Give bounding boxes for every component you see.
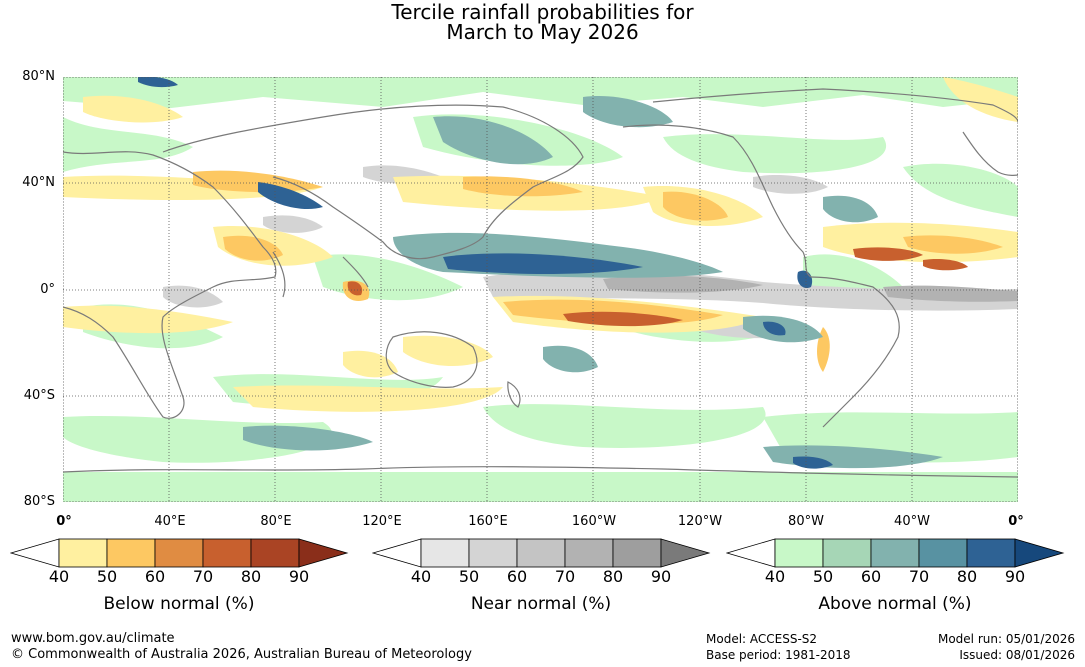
legend-near-tick-60: 60 <box>506 567 528 586</box>
legend-above-tick-90: 90 <box>1004 567 1026 586</box>
lon-label-80w: 80°W <box>788 514 824 529</box>
lon-label-0-right: 0° <box>1008 514 1024 529</box>
legend-high-arrow <box>660 538 711 568</box>
legend-above-tick-50: 50 <box>812 567 834 586</box>
lon-label-80e: 80°E <box>260 514 292 529</box>
legend-swatch <box>202 538 252 568</box>
legend-swatch <box>58 538 108 568</box>
legend-near-tick-50: 50 <box>458 567 480 586</box>
legend-above-tick-60: 60 <box>860 567 882 586</box>
legend-swatch <box>516 538 566 568</box>
legend-near-normal <box>372 538 712 568</box>
legend-near-title: Near normal (%) <box>470 594 612 614</box>
legend-above-tick-40: 40 <box>764 567 786 586</box>
legend-swatch <box>612 538 662 568</box>
lon-label-120e: 120°E <box>362 514 402 529</box>
footer-website: www.bom.gov.au/climate <box>11 631 175 646</box>
legend-swatch <box>564 538 614 568</box>
lon-label-0-left: 0° <box>56 514 72 529</box>
legend-near-tick-70: 70 <box>554 567 576 586</box>
legend-swatch <box>918 538 968 568</box>
legend-below-tick-70: 70 <box>192 567 214 586</box>
legend-above-normal-bar <box>726 538 1065 568</box>
legend-below-tick-80: 80 <box>240 567 262 586</box>
legend-above-tick-70: 70 <box>908 567 930 586</box>
legend-below-tick-90: 90 <box>288 567 310 586</box>
legend-swatch <box>822 538 872 568</box>
probability-map <box>63 77 1018 502</box>
lat-label-80n: 80°N <box>22 69 55 84</box>
below-normal-medium-regions <box>193 170 1003 372</box>
legend-swatch <box>420 538 470 568</box>
legend-above-title: Above normal (%) <box>818 594 972 614</box>
legend-low-arrow <box>10 538 60 568</box>
legend-near-tick-40: 40 <box>410 567 432 586</box>
footer-copyright: © Commonwealth of Australia 2026, Austra… <box>11 647 472 662</box>
legend-swatch <box>250 538 300 568</box>
below-normal-strong-regions <box>347 247 968 327</box>
lon-label-160e: 160°E <box>468 514 508 529</box>
legend-near-tick-90: 90 <box>650 567 672 586</box>
footer-model-run: Model run: 05/01/2026 <box>937 632 1075 646</box>
lat-label-40s: 40°S <box>23 388 55 403</box>
legend-below-tick-40: 40 <box>48 567 70 586</box>
legend-swatch <box>966 538 1016 568</box>
legend-swatch <box>468 538 518 568</box>
legend-above-tick-80: 80 <box>956 567 978 586</box>
legend-below-tick-50: 50 <box>96 567 118 586</box>
legend-low-arrow <box>372 538 422 568</box>
legend-swatch <box>154 538 204 568</box>
lat-label-40n: 40°N <box>22 175 55 190</box>
footer-base-period: Base period: 1981-2018 <box>706 648 851 662</box>
lat-label-0: 0° <box>40 282 55 297</box>
legend-above-normal <box>726 538 1066 568</box>
legend-swatch <box>870 538 920 568</box>
coastlines <box>63 88 1018 478</box>
legend-high-arrow <box>298 538 349 568</box>
map-title-line1: Tercile rainfall probabilities for <box>391 0 694 24</box>
lat-label-80s: 80°S <box>23 494 55 509</box>
legend-near-normal-bar <box>372 538 711 568</box>
probability-map-svg <box>63 77 1018 502</box>
map-title-line2: March to May 2026 <box>446 20 639 44</box>
legend-swatch <box>774 538 824 568</box>
legend-below-normal-bar <box>10 538 349 568</box>
lon-label-40w: 40°W <box>894 514 930 529</box>
lon-label-40e: 40°E <box>154 514 186 529</box>
legend-below-tick-60: 60 <box>144 567 166 586</box>
footer-issued: Issued: 08/01/2026 <box>959 648 1075 662</box>
legend-low-arrow <box>726 538 776 568</box>
footer-model: Model: ACCESS-S2 <box>706 632 818 646</box>
legend-high-arrow <box>1014 538 1065 568</box>
legend-below-normal <box>10 538 350 568</box>
legend-near-tick-80: 80 <box>602 567 624 586</box>
legend-swatch <box>106 538 156 568</box>
legend-below-title: Below normal (%) <box>103 594 255 614</box>
lon-label-160w: 160°W <box>571 514 617 529</box>
graticule <box>63 77 1018 502</box>
lon-label-120w: 120°W <box>677 514 723 529</box>
